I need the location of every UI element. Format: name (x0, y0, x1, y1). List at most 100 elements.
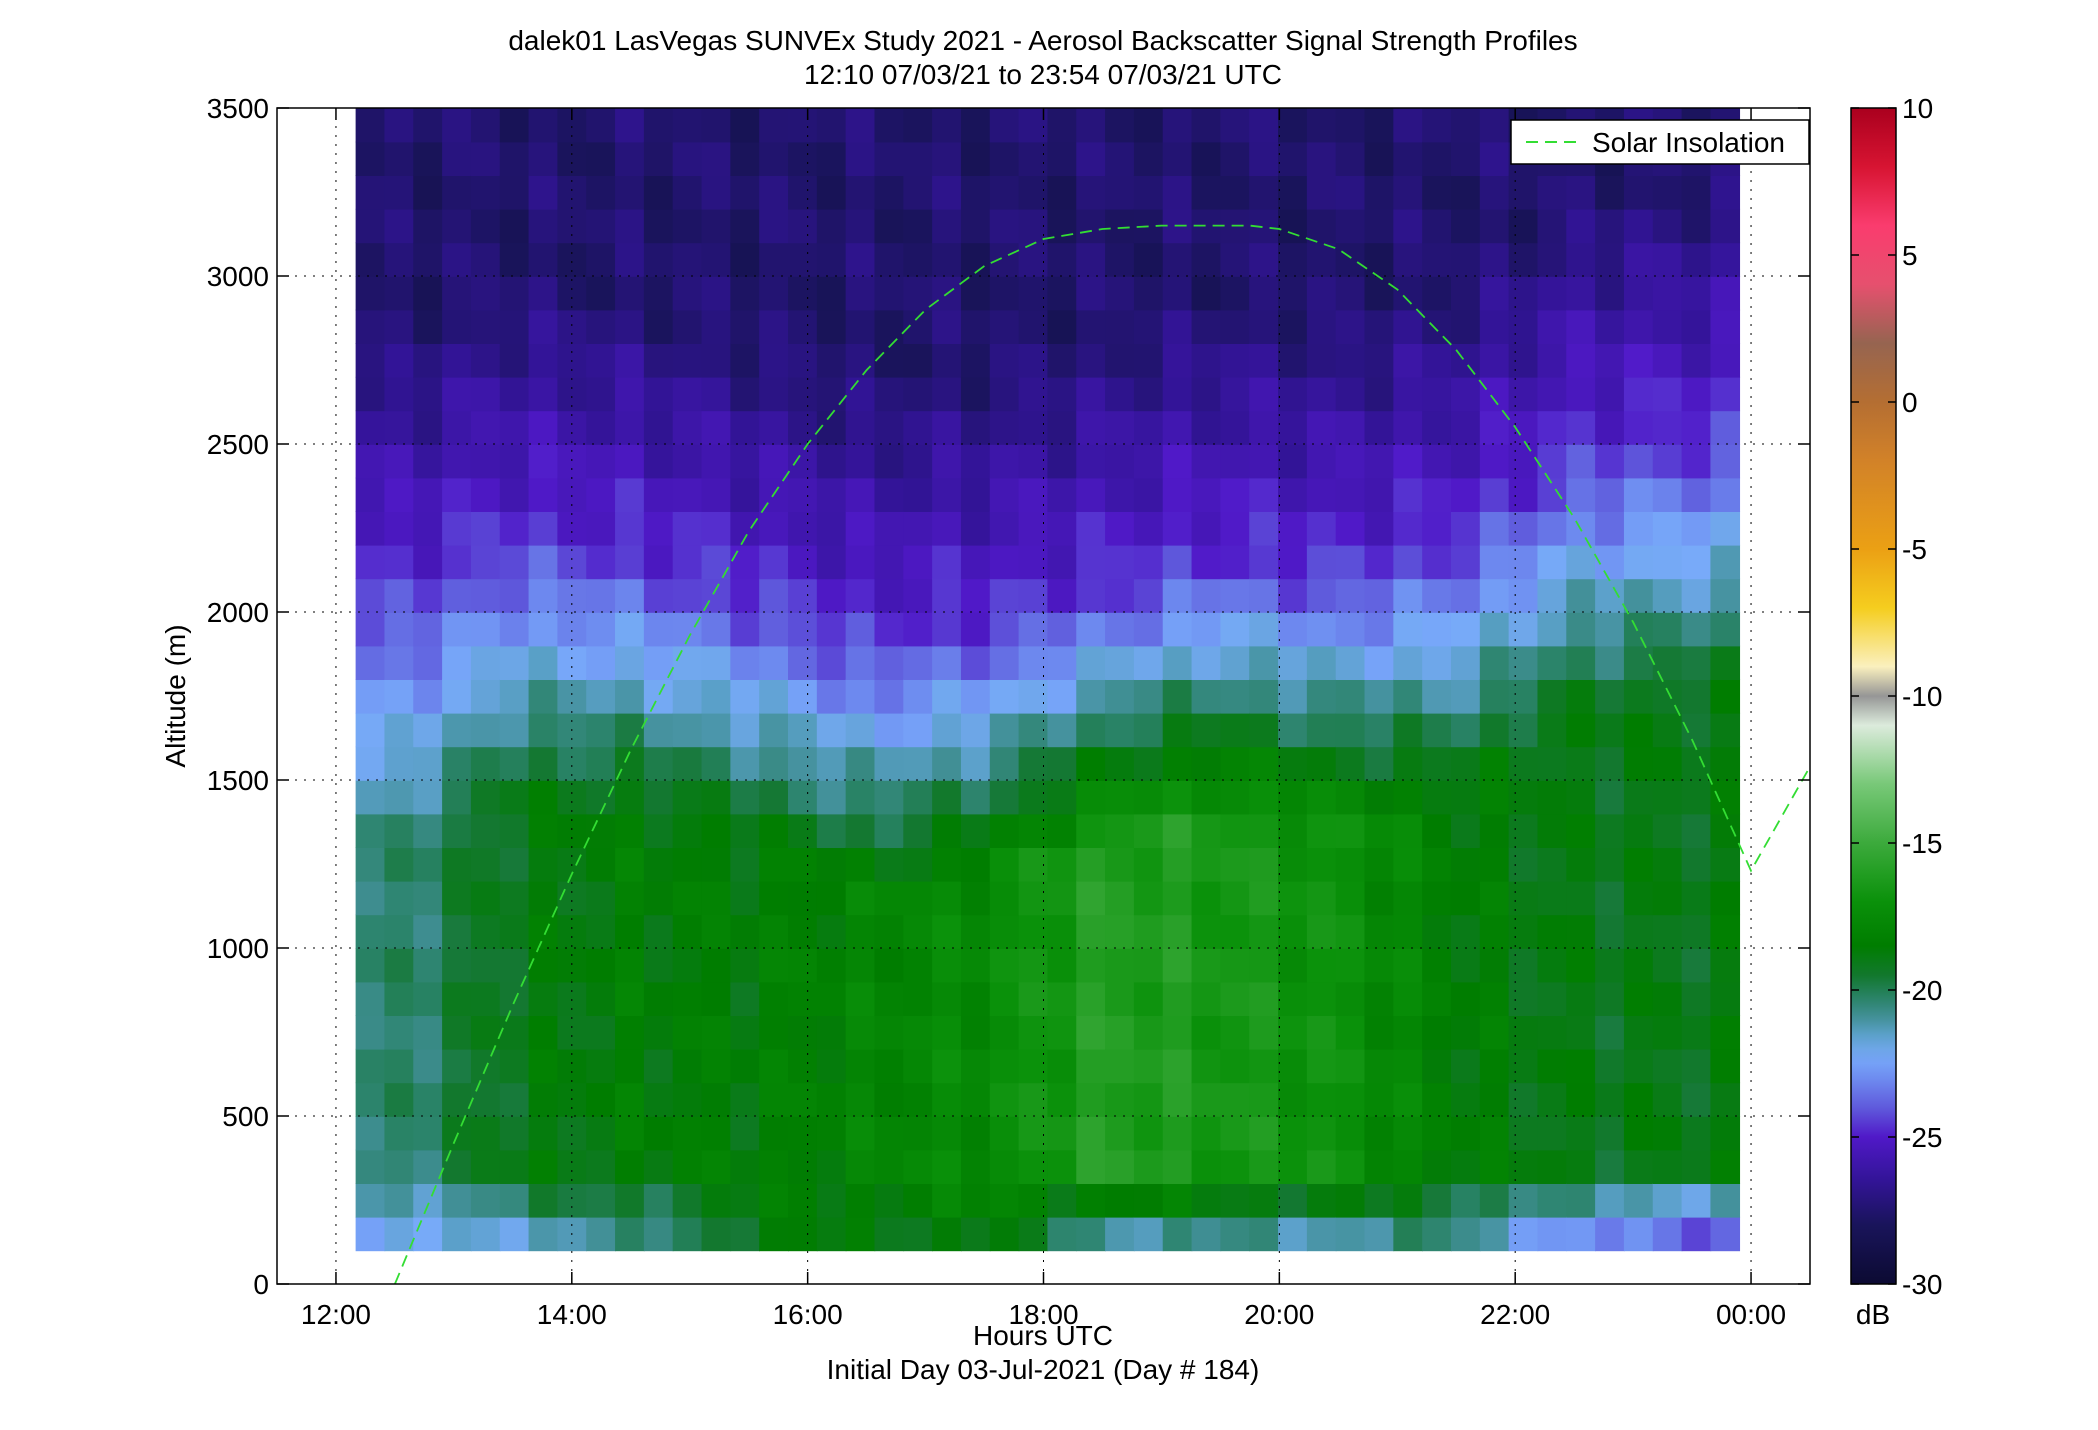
heatmap-cell (1105, 679, 1135, 714)
heatmap-cell (1566, 444, 1596, 479)
heatmap-cell (413, 948, 443, 983)
heatmap-cell (499, 242, 530, 277)
heatmap-cell (960, 511, 991, 546)
heatmap-cell (1105, 175, 1135, 210)
heatmap-cell (1249, 712, 1279, 748)
heatmap-cell (1364, 175, 1395, 210)
heatmap-cell (1450, 444, 1481, 479)
heatmap-cell (759, 376, 789, 412)
heatmap-cell (442, 813, 472, 848)
heatmap-cell (355, 444, 386, 479)
heatmap-cell (442, 1183, 472, 1218)
heatmap-cell (1681, 1082, 1712, 1117)
heatmap-cell (355, 1149, 386, 1184)
heatmap-cell (615, 1082, 645, 1117)
heatmap-cell (1508, 343, 1539, 378)
heatmap-cell (499, 612, 530, 647)
heatmap-cell (615, 208, 645, 244)
heatmap-cell (1133, 679, 1164, 714)
heatmap-cell (672, 477, 703, 512)
heatmap-cell (730, 141, 760, 176)
heatmap-cell (1133, 1183, 1164, 1218)
heatmap-cell (470, 914, 501, 949)
heatmap-cell (1450, 511, 1481, 546)
heatmap-cell (701, 847, 732, 882)
heatmap-cell (845, 914, 876, 949)
colorbar-tick-label: -15 (1902, 828, 1942, 859)
heatmap-cell (932, 712, 962, 748)
heatmap-cell (989, 1116, 1020, 1151)
heatmap-cell (615, 1116, 645, 1151)
heatmap-cell (355, 612, 386, 647)
heatmap-cell (470, 376, 501, 412)
heatmap-cell (1162, 645, 1193, 680)
heatmap-cell (355, 981, 386, 1016)
heatmap-cell (1681, 813, 1712, 848)
heatmap-cell (1710, 880, 1741, 916)
heatmap-cell (1047, 948, 1078, 983)
heatmap-cell (1537, 343, 1568, 378)
heatmap-cell (1278, 1015, 1308, 1050)
heatmap-cell (442, 477, 472, 512)
heatmap-cell (615, 813, 645, 848)
heatmap-cell (384, 645, 415, 680)
heatmap-cell (1595, 712, 1625, 748)
heatmap-cell (1422, 309, 1452, 344)
heatmap-cell (1681, 343, 1712, 378)
heatmap-cell (557, 309, 588, 344)
heatmap-cell (845, 1216, 876, 1252)
heatmap-cell (1479, 208, 1510, 244)
heatmap-cell (470, 511, 501, 546)
heatmap-cell (499, 712, 530, 748)
heatmap-cell (903, 544, 933, 580)
heatmap-cell (470, 578, 501, 613)
heatmap-cell (759, 746, 789, 781)
heatmap-cell (1479, 981, 1510, 1016)
heatmap-cell (1393, 242, 1423, 277)
heatmap-cell (1566, 847, 1596, 882)
heatmap-cell (1306, 1216, 1337, 1252)
heatmap-cell (1623, 578, 1654, 613)
heatmap-cell (1220, 410, 1251, 445)
heatmap-cell (1191, 780, 1222, 815)
heatmap-cell (413, 141, 443, 176)
heatmap-cell (1508, 948, 1539, 983)
heatmap-cell (1422, 746, 1452, 781)
heatmap-cell (470, 477, 501, 512)
heatmap-cell (470, 847, 501, 882)
heatmap-cell (816, 309, 847, 344)
heatmap-cell (615, 511, 645, 546)
heatmap-cell (1278, 679, 1308, 714)
heatmap-cell (1450, 612, 1481, 647)
heatmap-cell (1047, 108, 1078, 143)
heatmap-cell (1710, 1015, 1741, 1050)
heatmap-cell (442, 208, 472, 244)
heatmap-cell (355, 746, 386, 781)
heatmap-cell (1595, 847, 1625, 882)
heatmap-cell (1595, 813, 1625, 848)
heatmap-cell (643, 242, 674, 277)
heatmap-cell (903, 578, 933, 613)
heatmap-cell (1422, 780, 1452, 815)
heatmap-cell (1220, 444, 1251, 479)
heatmap-cell (989, 1082, 1020, 1117)
heatmap-cell (413, 242, 443, 277)
heatmap-cell (413, 1048, 443, 1084)
heatmap-cell (1479, 444, 1510, 479)
heatmap-cell (1566, 544, 1596, 580)
heatmap-cell (1047, 1082, 1078, 1117)
heatmap-cell (1076, 612, 1106, 647)
heatmap-cell (1623, 410, 1654, 445)
heatmap-cell (1191, 511, 1222, 546)
heatmap-cell (1566, 746, 1596, 781)
heatmap-cell (442, 1082, 472, 1117)
heatmap-cell (384, 208, 415, 244)
heatmap-cell (1076, 376, 1106, 412)
heatmap-cell (643, 309, 674, 344)
heatmap-cell (1364, 343, 1395, 378)
heatmap-cell (1018, 1149, 1049, 1184)
heatmap-cell (960, 847, 991, 882)
heatmap-cell (1566, 477, 1596, 512)
heatmap-cell (1595, 208, 1625, 244)
heatmap-cell (1335, 309, 1366, 344)
